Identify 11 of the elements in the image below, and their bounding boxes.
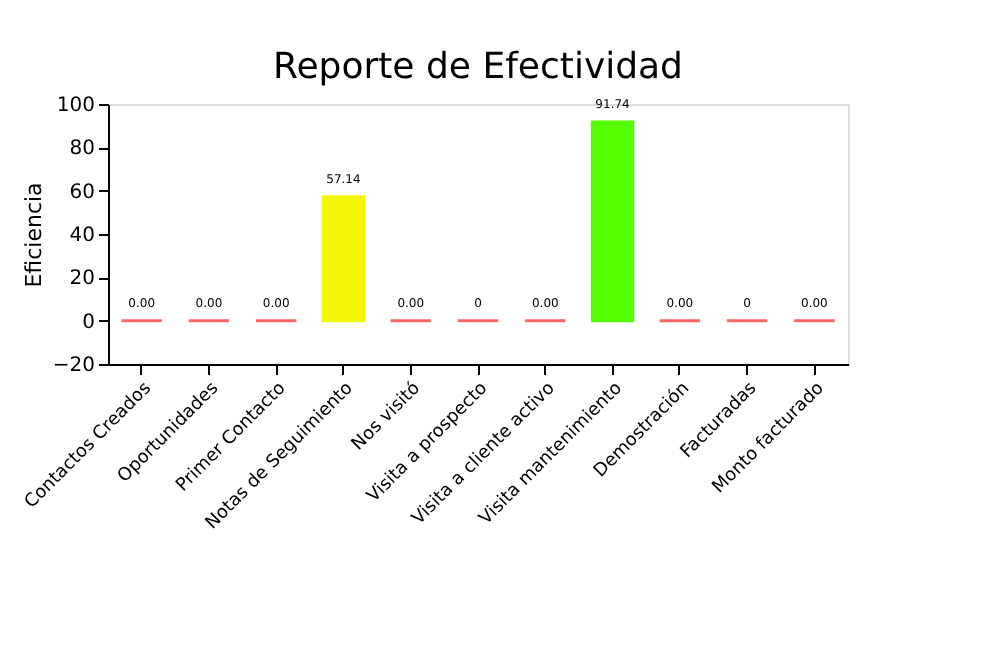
y-tick-label: 80 — [69, 138, 95, 161]
y-tick-label: 60 — [69, 181, 95, 204]
y-tick-label: 40 — [69, 225, 95, 247]
y-tick-label: −20 — [52, 355, 95, 377]
chart-title: Reporte de Efectividad — [273, 46, 683, 88]
y-tick-label: 20 — [69, 268, 95, 291]
y-axis-title: Eficiencia — [20, 182, 47, 288]
y-tick-label: 100 — [56, 95, 95, 117]
bar — [590, 120, 635, 323]
y-tick-label: 0 — [82, 311, 95, 334]
bar — [321, 195, 366, 323]
